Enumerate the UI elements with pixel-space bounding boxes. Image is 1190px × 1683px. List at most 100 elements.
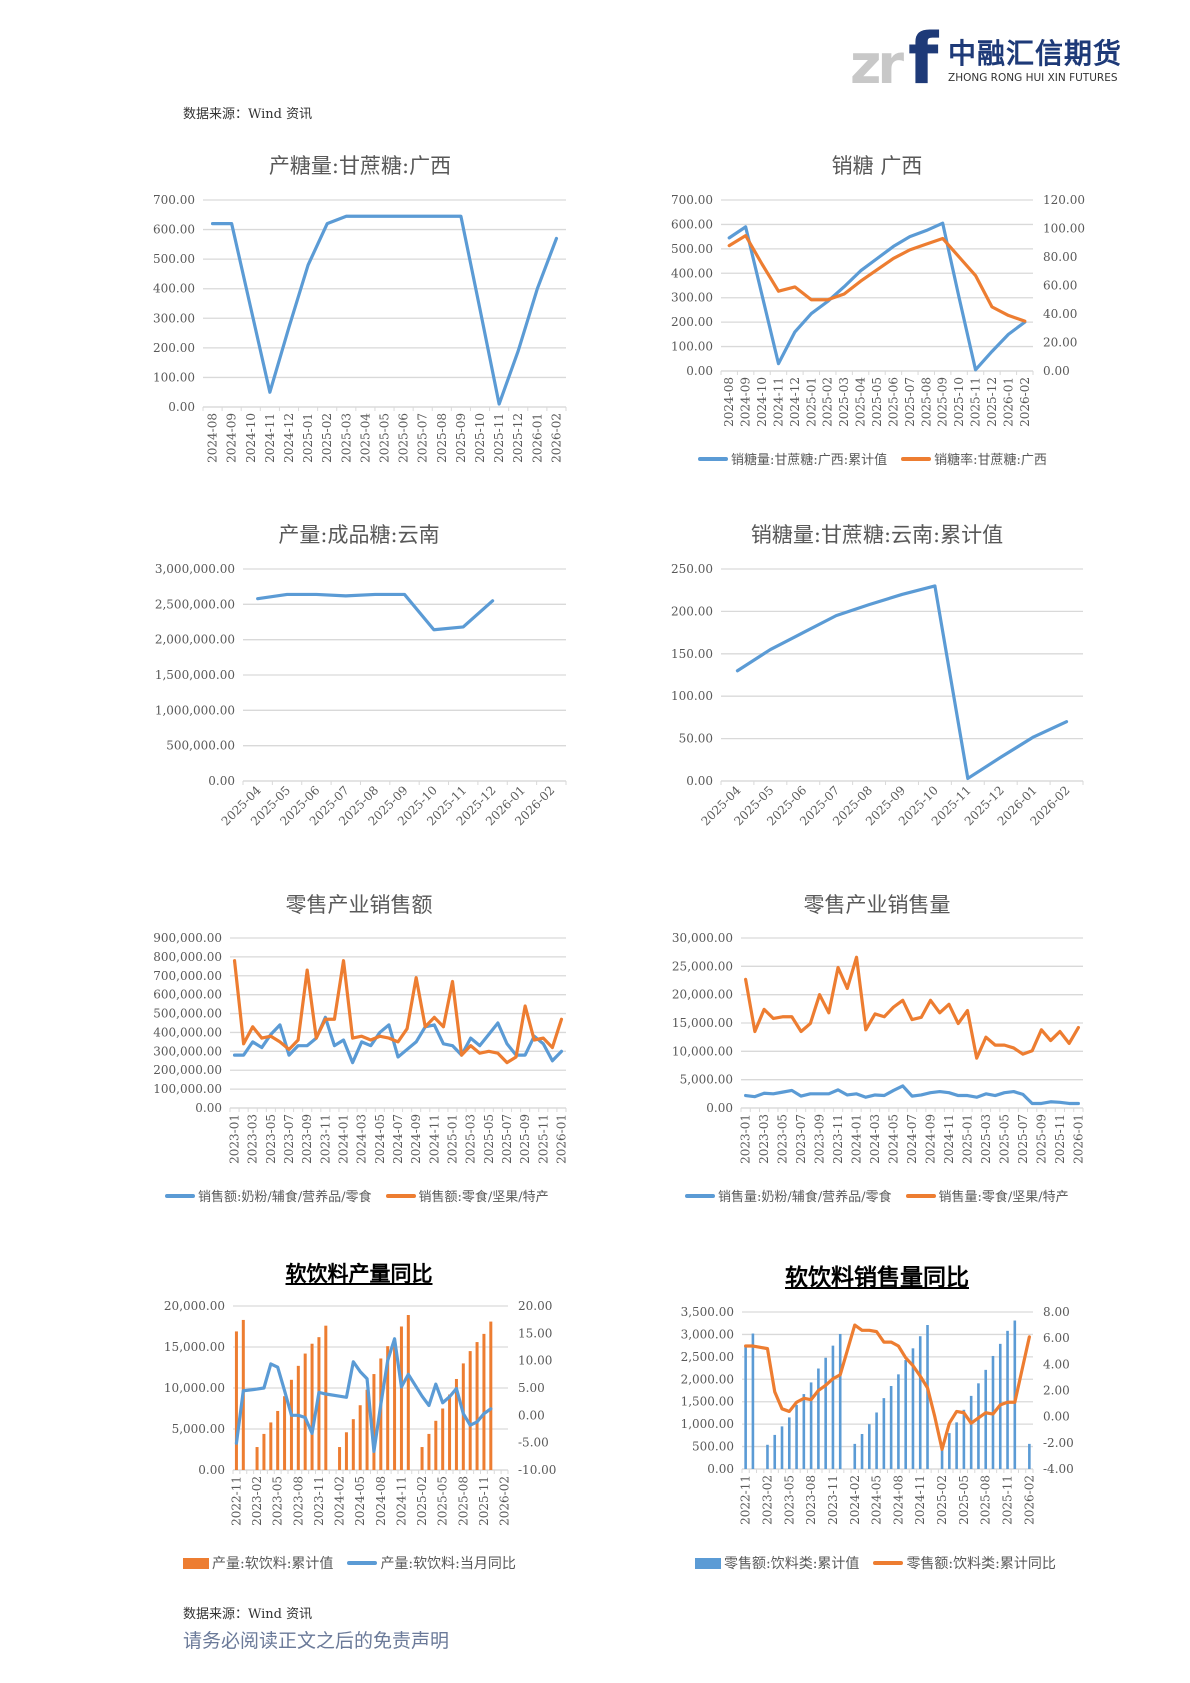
x-tick-label: 2025-04 xyxy=(358,413,372,463)
legend-swatch-blue xyxy=(698,456,728,461)
x-tick-label: 2025-07 xyxy=(903,377,917,427)
x-tick-label: 2025-05 xyxy=(957,1475,971,1525)
y-tick-label: 5,000.00 xyxy=(172,1422,225,1436)
y2-tick-label: 20.00 xyxy=(518,1299,552,1313)
bar xyxy=(289,1379,293,1470)
y-tick-label: 3,500.00 xyxy=(681,1305,734,1319)
x-tick-label: 2024-08 xyxy=(722,377,736,427)
x-tick-label: 2025-03 xyxy=(339,413,353,463)
x-tick-label: 2024-09 xyxy=(739,377,753,427)
y-tick-label: 700.00 xyxy=(153,193,195,207)
x-tick-label: 2024-08 xyxy=(891,1475,905,1525)
x-tick-label: 2025-02 xyxy=(821,377,835,427)
bar xyxy=(904,1359,907,1469)
bar xyxy=(427,1433,431,1470)
bar xyxy=(310,1343,314,1470)
legend-swatch-orange xyxy=(901,456,932,461)
y2-tick-label: 2.00 xyxy=(1043,1384,1070,1398)
chart-title-yunnan-sales: 销糖量:甘蔗糖:云南:累计值 xyxy=(750,523,1004,547)
y-tick-label: 15,000.00 xyxy=(164,1340,225,1354)
series-line xyxy=(744,1323,1031,1451)
y-tick-label: 20,000.00 xyxy=(164,1299,225,1313)
logo-mark-zr: zr xyxy=(850,33,904,96)
legend-label: 零售额:饮料类:累计值 xyxy=(724,1556,860,1572)
legend-item: 销售量:零食/坚果/特产 xyxy=(905,1186,1069,1205)
legend-soft-drink-sales: 零售额:饮料类:累计值 零售额:饮料类:累计同比 xyxy=(695,1553,1056,1573)
bar xyxy=(241,1319,245,1470)
bar xyxy=(853,1443,857,1469)
x-tick-label: 2025-11 xyxy=(492,413,506,463)
x-tick-label: 2025-01 xyxy=(445,1114,459,1164)
x-tick-label: 2025-12 xyxy=(511,413,525,463)
x-tick-label: 2024-11 xyxy=(913,1475,927,1525)
bar xyxy=(911,1348,915,1469)
y-tick-label: 700.00 xyxy=(671,193,713,207)
bar xyxy=(303,1353,307,1470)
y-tick-label: 0.00 xyxy=(686,364,713,378)
y-tick-label: 2,000.00 xyxy=(681,1372,734,1386)
y-tick-label: 300.00 xyxy=(671,291,713,305)
series-line xyxy=(234,1337,493,1454)
x-tick-label: 2025-04 xyxy=(854,377,868,427)
y-tick-label: 1,000,000.00 xyxy=(155,703,235,717)
bar xyxy=(406,1315,410,1470)
bar xyxy=(809,1382,813,1469)
y-tick-label: 500.00 xyxy=(153,252,195,266)
legend-item: 销售额:零食/坚果/特产 xyxy=(385,1186,549,1205)
x-tick-label: 2025-10 xyxy=(395,783,440,828)
y-tick-label: 800,000.00 xyxy=(153,950,222,964)
y-tick-label: 200.00 xyxy=(671,604,713,618)
bar xyxy=(795,1404,798,1469)
x-tick-label: 2025-09 xyxy=(518,1114,532,1164)
bar xyxy=(379,1358,383,1470)
legend-guangxi-sales: 销糖量:甘蔗糖:广西:累计值 销糖率:甘蔗糖:广西 xyxy=(698,449,1047,468)
legend-swatch-orange xyxy=(183,1557,209,1569)
y-tick-label: 400.00 xyxy=(671,266,713,280)
bar xyxy=(744,1346,747,1469)
bar xyxy=(831,1345,835,1469)
x-tick-label: 2025-07 xyxy=(307,783,352,828)
legend-item: 产量:软饮料:当月同比 xyxy=(347,1553,516,1573)
chart-title-retail-sales-volume: 零售产业销售量 xyxy=(803,893,951,917)
logo-english-name: ZHONG RONG HUI XIN FUTURES xyxy=(948,72,1118,84)
series-line xyxy=(210,214,559,406)
bar xyxy=(420,1447,424,1470)
bar xyxy=(897,1374,900,1469)
bar xyxy=(787,1417,791,1469)
x-tick-label: 2023-03 xyxy=(246,1114,260,1164)
bar xyxy=(468,1351,472,1470)
x-tick-label: 2023-02 xyxy=(760,1475,774,1525)
x-tick-label: 2026-02 xyxy=(549,413,563,463)
legend-label: 销售额:零食/坚果/特产 xyxy=(418,1190,549,1205)
x-tick-label: 2024-12 xyxy=(788,377,802,427)
y-tick-label: 3,000.00 xyxy=(681,1327,734,1341)
x-tick-label: 2024-02 xyxy=(333,1476,347,1526)
bar xyxy=(817,1368,820,1469)
x-tick-label: 2025-04 xyxy=(698,783,743,828)
x-tick-label: 2025-08 xyxy=(830,783,875,828)
x-tick-label: 2024-10 xyxy=(244,413,258,463)
series-line xyxy=(735,584,1069,781)
x-tick-label: 2023-05 xyxy=(776,1114,790,1164)
legend-label: 销糖量:甘蔗糖:广西:累计值 xyxy=(731,453,888,468)
x-tick-label: 2024-09 xyxy=(923,1114,937,1164)
legend-retail-sales-volume: 销售量:奶粉/辅食/营养品/零食 销售量:零食/坚果/特产 xyxy=(685,1186,1069,1205)
bar xyxy=(255,1447,259,1470)
bar xyxy=(399,1326,403,1470)
x-tick-label: 2025-06 xyxy=(764,783,809,828)
x-tick-label: 2024-05 xyxy=(870,1475,884,1525)
x-tick-label: 2025-11 xyxy=(536,1114,550,1164)
bar xyxy=(365,1389,369,1470)
x-tick-label: 2025-09 xyxy=(454,413,468,463)
x-tick-label: 2025-05 xyxy=(436,1476,450,1526)
bar xyxy=(962,1409,966,1469)
y2-tick-label: 5.00 xyxy=(518,1381,545,1395)
legend-item: 销糖量:甘蔗糖:广西:累计值 xyxy=(698,449,887,468)
y-tick-label: 2,000,000.00 xyxy=(155,633,235,647)
x-tick-label: 2024-09 xyxy=(225,413,239,463)
y-tick-label: 0.00 xyxy=(198,1463,225,1477)
x-tick-label: 2023-11 xyxy=(318,1114,332,1164)
x-tick-label: 2025-10 xyxy=(896,783,941,828)
bar xyxy=(448,1394,452,1470)
